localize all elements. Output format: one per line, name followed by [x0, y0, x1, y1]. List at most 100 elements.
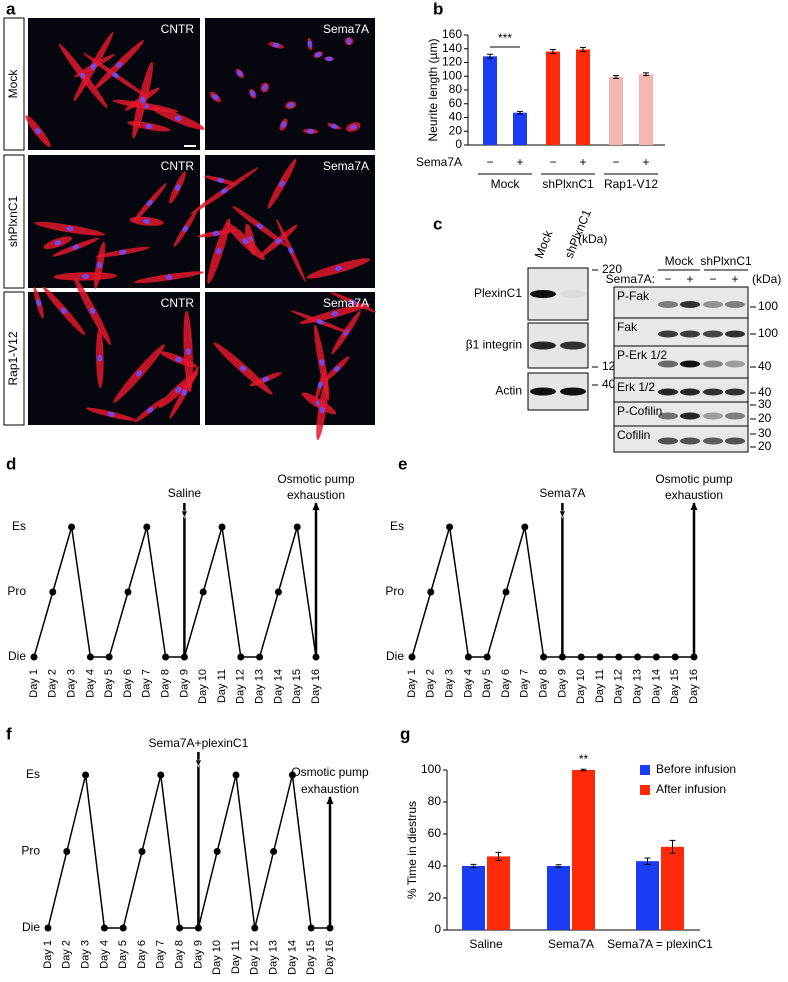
y-tick-label: Pro [7, 584, 26, 598]
y-tick-label: Die [8, 649, 26, 663]
group-label: Mock [665, 254, 695, 268]
nucleus [334, 265, 342, 272]
error-bar [644, 857, 651, 865]
nucleus [107, 411, 115, 417]
x-tick-label: Day 14 [286, 940, 298, 975]
event-label: Saline [168, 486, 202, 500]
point [483, 653, 491, 661]
band [703, 301, 723, 308]
x-tick-label: + [642, 155, 649, 169]
nucleus [115, 61, 123, 68]
point [312, 653, 320, 661]
point [270, 848, 278, 855]
nucleus [181, 389, 188, 396]
event-label: exhaustion [301, 782, 359, 796]
y-tick-label: 100 [421, 762, 441, 776]
nucleus [112, 72, 119, 79]
x-tick-label: + [579, 155, 586, 169]
band [658, 388, 678, 396]
y-tick-label: 40 [449, 110, 463, 124]
point [293, 523, 301, 531]
band [680, 388, 700, 396]
band [530, 290, 556, 298]
x-tick-label: Day 2 [61, 940, 73, 969]
marker-label: 20 [758, 411, 772, 425]
arrow-head [690, 502, 698, 510]
x-tick-label: Day 6 [136, 940, 148, 969]
marker-label: 30 [758, 426, 772, 440]
nucleus [279, 180, 285, 188]
bar [639, 74, 653, 145]
nucleus [242, 238, 249, 245]
point [199, 588, 207, 596]
y-tick-label: 60 [428, 826, 442, 840]
point [615, 653, 623, 661]
band [703, 412, 723, 420]
lane-sign: − [664, 272, 671, 286]
point [577, 653, 585, 661]
point [143, 523, 151, 531]
point [652, 653, 660, 661]
bar [661, 846, 684, 930]
y-tick-label: Die [386, 649, 404, 663]
x-tick-label: Day 4 [98, 940, 110, 969]
y-tick-label: 20 [449, 123, 463, 137]
x-tick-label: Day 8 [160, 669, 172, 698]
nucleus [145, 123, 153, 129]
point [634, 653, 642, 661]
point [138, 848, 146, 855]
blot-label: P-Cofilin [617, 404, 662, 418]
marker-label: 20 [758, 439, 772, 453]
marker-label: 30 [758, 397, 772, 411]
lane-sign: − [709, 272, 716, 286]
point [408, 653, 416, 661]
point [218, 523, 226, 531]
nucleus [182, 225, 189, 233]
point [274, 588, 282, 596]
point [63, 848, 71, 855]
x-tick-label: Day 15 [291, 669, 303, 704]
x-tick-label: Day 6 [500, 669, 512, 698]
row-label-box [3, 291, 25, 426]
point [176, 924, 184, 932]
blot [613, 377, 749, 403]
nucleus [333, 365, 340, 372]
x-tick-label: Day 9 [178, 669, 190, 698]
blot [613, 286, 749, 319]
point [251, 924, 259, 932]
nucleus [349, 299, 357, 305]
micrograph [190, 155, 375, 288]
band [560, 290, 586, 298]
nucleus [36, 299, 42, 307]
nucleus [317, 381, 323, 389]
unit-label: (kDa) [752, 272, 781, 286]
nucleus [147, 407, 154, 413]
point [119, 924, 127, 932]
nucleus [236, 70, 243, 77]
nucleus [287, 102, 295, 108]
y-tick-label: 80 [449, 82, 463, 96]
panel-letter: e [398, 454, 407, 473]
x-tick-label: Day 12 [613, 669, 625, 704]
micrograph [25, 18, 205, 150]
row-label-box [3, 154, 25, 289]
y-tick-label: 0 [434, 922, 441, 936]
nucleus [35, 127, 41, 135]
unit-label: (kDa) [578, 232, 607, 246]
blot-label: Erk 1/2 [617, 380, 655, 394]
x-tick-label: Day 1 [28, 669, 40, 698]
band [560, 341, 586, 350]
point [558, 653, 566, 661]
y-tick-label: 0 [455, 137, 462, 151]
nucleus [72, 244, 80, 250]
legend-label: After infusion [656, 782, 726, 796]
nucleus [217, 177, 224, 183]
nucleus [66, 226, 74, 232]
x-tick-label: Day 6 [122, 669, 134, 698]
x-tick-label: Day 12 [235, 669, 247, 704]
band [530, 387, 556, 396]
panel-letter: f [6, 724, 12, 743]
line [411, 526, 694, 658]
point [237, 653, 245, 661]
